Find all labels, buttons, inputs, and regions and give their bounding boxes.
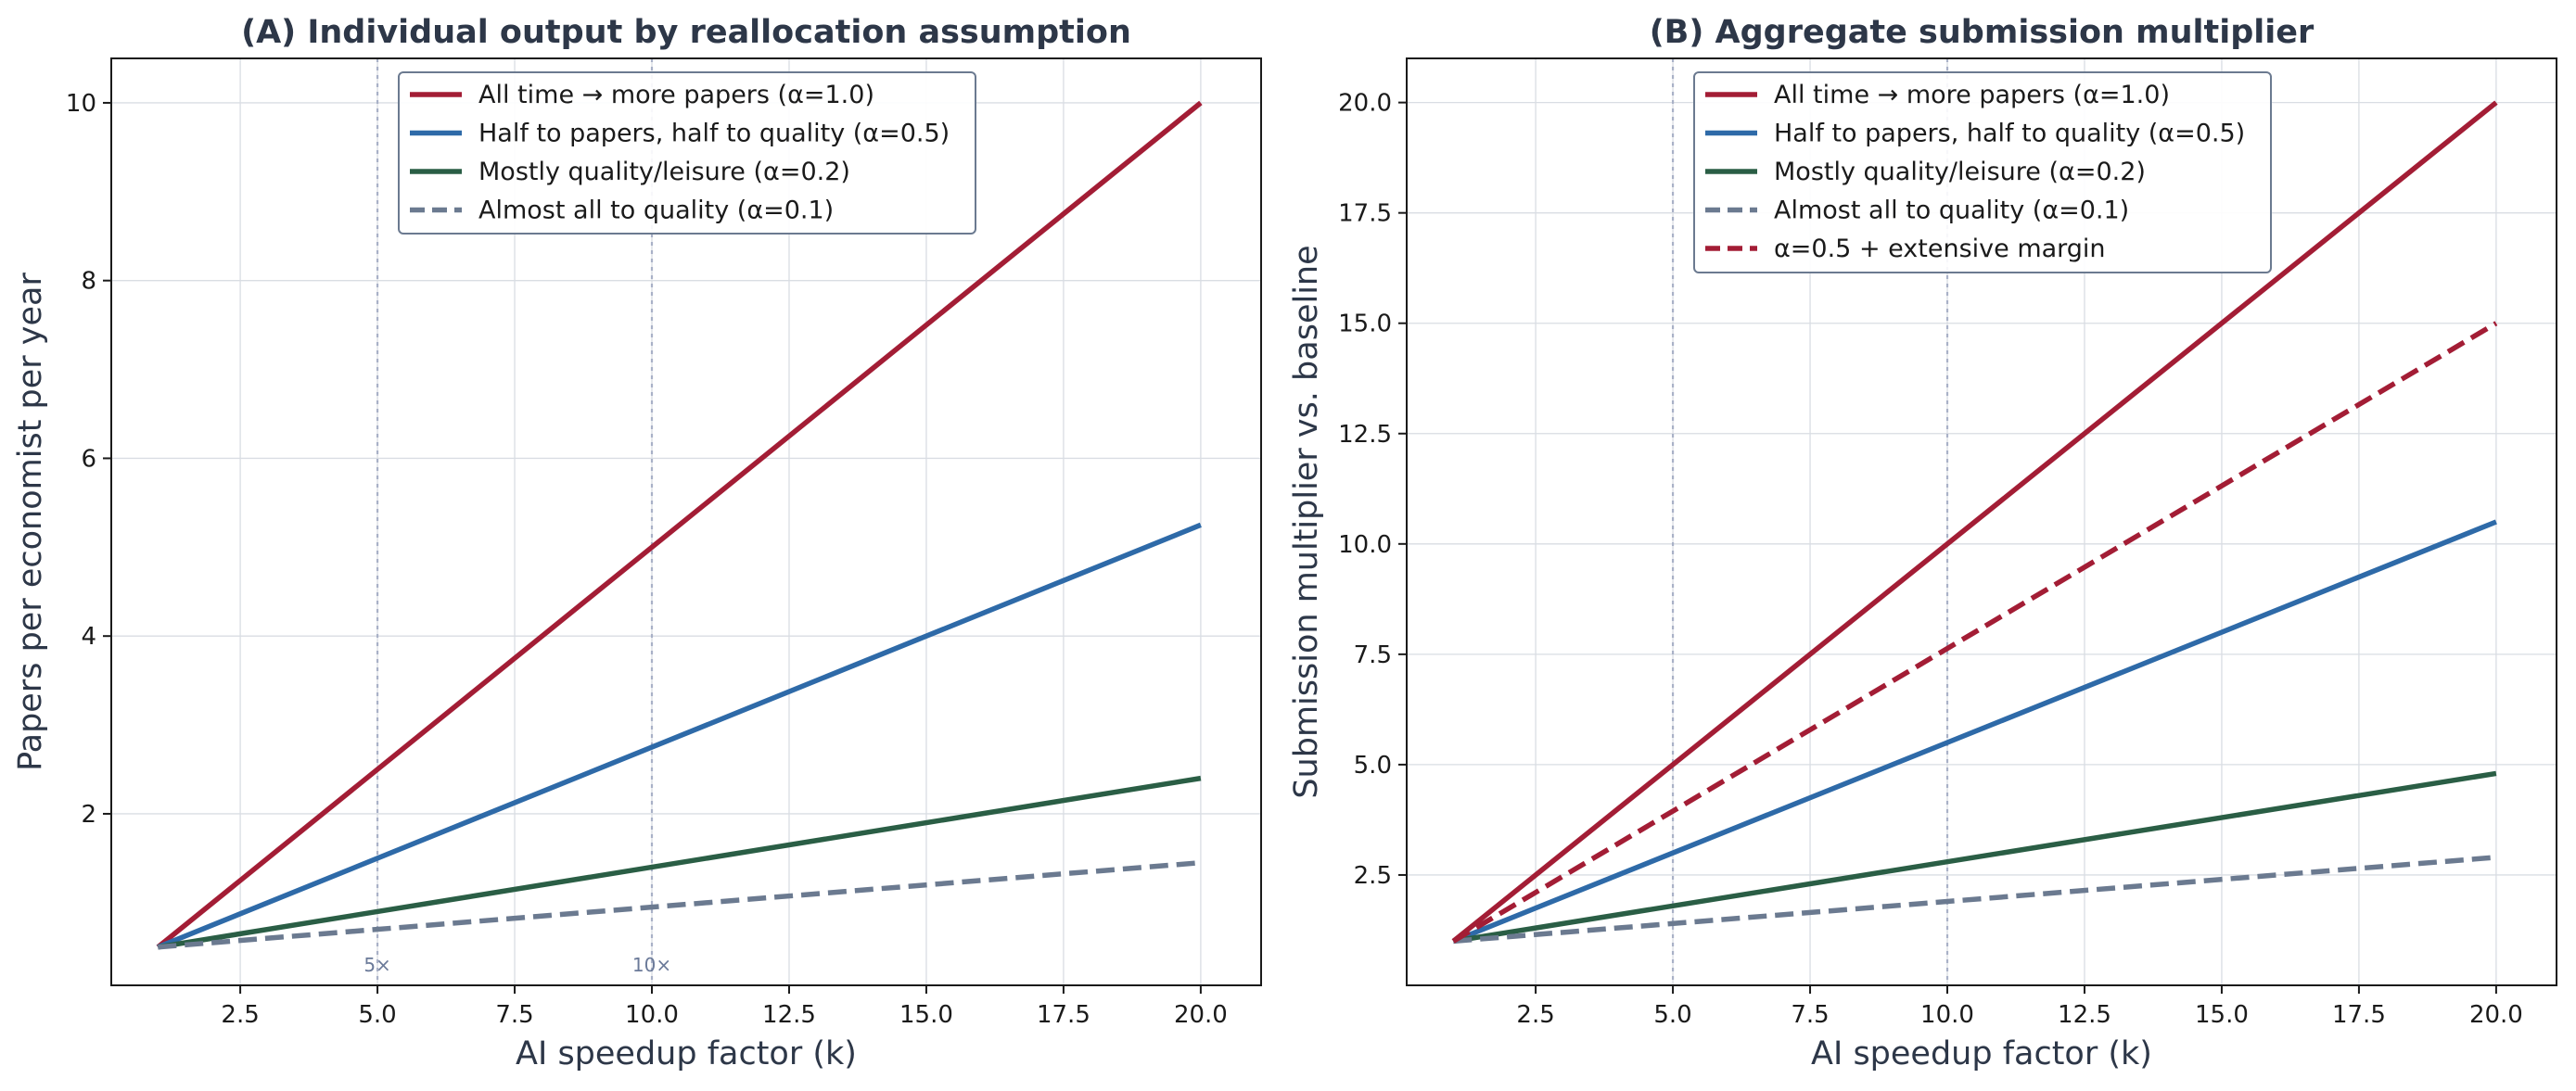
- y-tick-label: 8: [81, 268, 96, 296]
- chart-title: (B) Aggregate submission multiplier: [1650, 14, 2315, 51]
- x-tick-label: 2.5: [221, 1001, 259, 1029]
- y-tick-label: 7.5: [1354, 641, 1392, 669]
- legend-entry: All time → more papers (α=1.0): [1774, 81, 2170, 109]
- x-tick-label: 2.5: [1516, 1001, 1554, 1029]
- legend: All time → more papers (α=1.0) Half to pa…: [398, 71, 976, 235]
- legend: All time → more papers (α=1.0) Half to pa…: [1693, 71, 2272, 273]
- legend-entry: Half to papers, half to quality (α=0.5): [1774, 120, 2245, 148]
- y-axis-label: Submission multiplier vs. baseline: [1288, 245, 1325, 798]
- series-line-2: [157, 522, 1202, 950]
- legend-entry: α=0.5 + extensive margin: [1774, 235, 2106, 263]
- y-tick-label: 17.5: [1338, 200, 1392, 228]
- y-tick-label: 6: [81, 445, 96, 473]
- chart-panel-b: 2.5 5.0 7.5 10.0 12.5 15.0 17.5 20.0 2.5 5.0 7.5 10…: [1288, 14, 2557, 1072]
- x-axis-label: AI speedup factor (k): [516, 1035, 857, 1072]
- legend-entry: All time → more papers (α=1.0): [478, 81, 874, 109]
- y-tick-label: 2.5: [1354, 862, 1392, 890]
- x-tick-label: 7.5: [1791, 1001, 1829, 1029]
- x-tick-label: 10.0: [625, 1001, 679, 1029]
- chart-panel-a: 5× 10× 2.5 5.0 7.5 10.0 12.5 15.0 17.5 20.0 2 4 6 8 10…: [12, 14, 1262, 1072]
- y-tick-label: 12.5: [1338, 421, 1392, 449]
- y-tick-label: 10.0: [1338, 531, 1392, 559]
- series-line-4: [158, 859, 1202, 950]
- y-tick-label: 2: [81, 801, 96, 829]
- series-line-3: [1452, 770, 2497, 945]
- legend-entry: Half to papers, half to quality (α=0.5): [478, 120, 950, 148]
- x-tick-label: 5.0: [1653, 1001, 1691, 1029]
- y-tick-label: 4: [81, 623, 96, 651]
- chart-title: (A) Individual output by reallocation as…: [241, 14, 1131, 51]
- legend-entry: Mostly quality/leisure (α=0.2): [1774, 158, 2146, 186]
- y-tick-label: 5.0: [1354, 752, 1392, 780]
- x-tick-label: 20.0: [2469, 1001, 2523, 1029]
- speedup-annotation: 10×: [632, 954, 671, 976]
- series-line-1: [1451, 100, 2498, 944]
- speedup-annotation: 5×: [363, 954, 390, 976]
- y-tick-label: 20.0: [1338, 90, 1392, 118]
- legend-entry: Almost all to quality (α=0.1): [1774, 197, 2129, 225]
- legend-box: [1693, 71, 2272, 273]
- x-tick-label: 5.0: [358, 1001, 396, 1029]
- y-tick-label: 15.0: [1338, 311, 1392, 338]
- series-line-5: [1451, 321, 2498, 944]
- legend-entry: Mostly quality/leisure (α=0.2): [478, 158, 850, 186]
- plot-frame: [1406, 57, 2557, 986]
- legend-entry: Almost all to quality (α=0.1): [478, 197, 834, 225]
- x-axis-label: AI speedup factor (k): [1811, 1035, 2152, 1072]
- y-axis-label: Papers per economist per year: [12, 273, 49, 771]
- series-line-1: [156, 100, 1203, 949]
- plot-frame: [110, 57, 1262, 986]
- y-tick-label: 10: [66, 90, 96, 118]
- series-line-4: [1453, 855, 2497, 945]
- x-tick-label: 15.0: [899, 1001, 953, 1029]
- x-tick-label: 10.0: [1920, 1001, 1974, 1029]
- series-line-3: [157, 775, 1202, 950]
- legend-box: [398, 71, 976, 235]
- series-line-2: [1452, 519, 2497, 944]
- x-tick-label: 20.0: [1174, 1001, 1228, 1029]
- x-tick-label: 17.5: [2332, 1001, 2386, 1029]
- x-tick-label: 7.5: [495, 1001, 533, 1029]
- x-tick-label: 17.5: [1037, 1001, 1090, 1029]
- x-tick-label: 15.0: [2195, 1001, 2249, 1029]
- x-tick-label: 12.5: [2058, 1001, 2111, 1029]
- x-tick-label: 12.5: [762, 1001, 816, 1029]
